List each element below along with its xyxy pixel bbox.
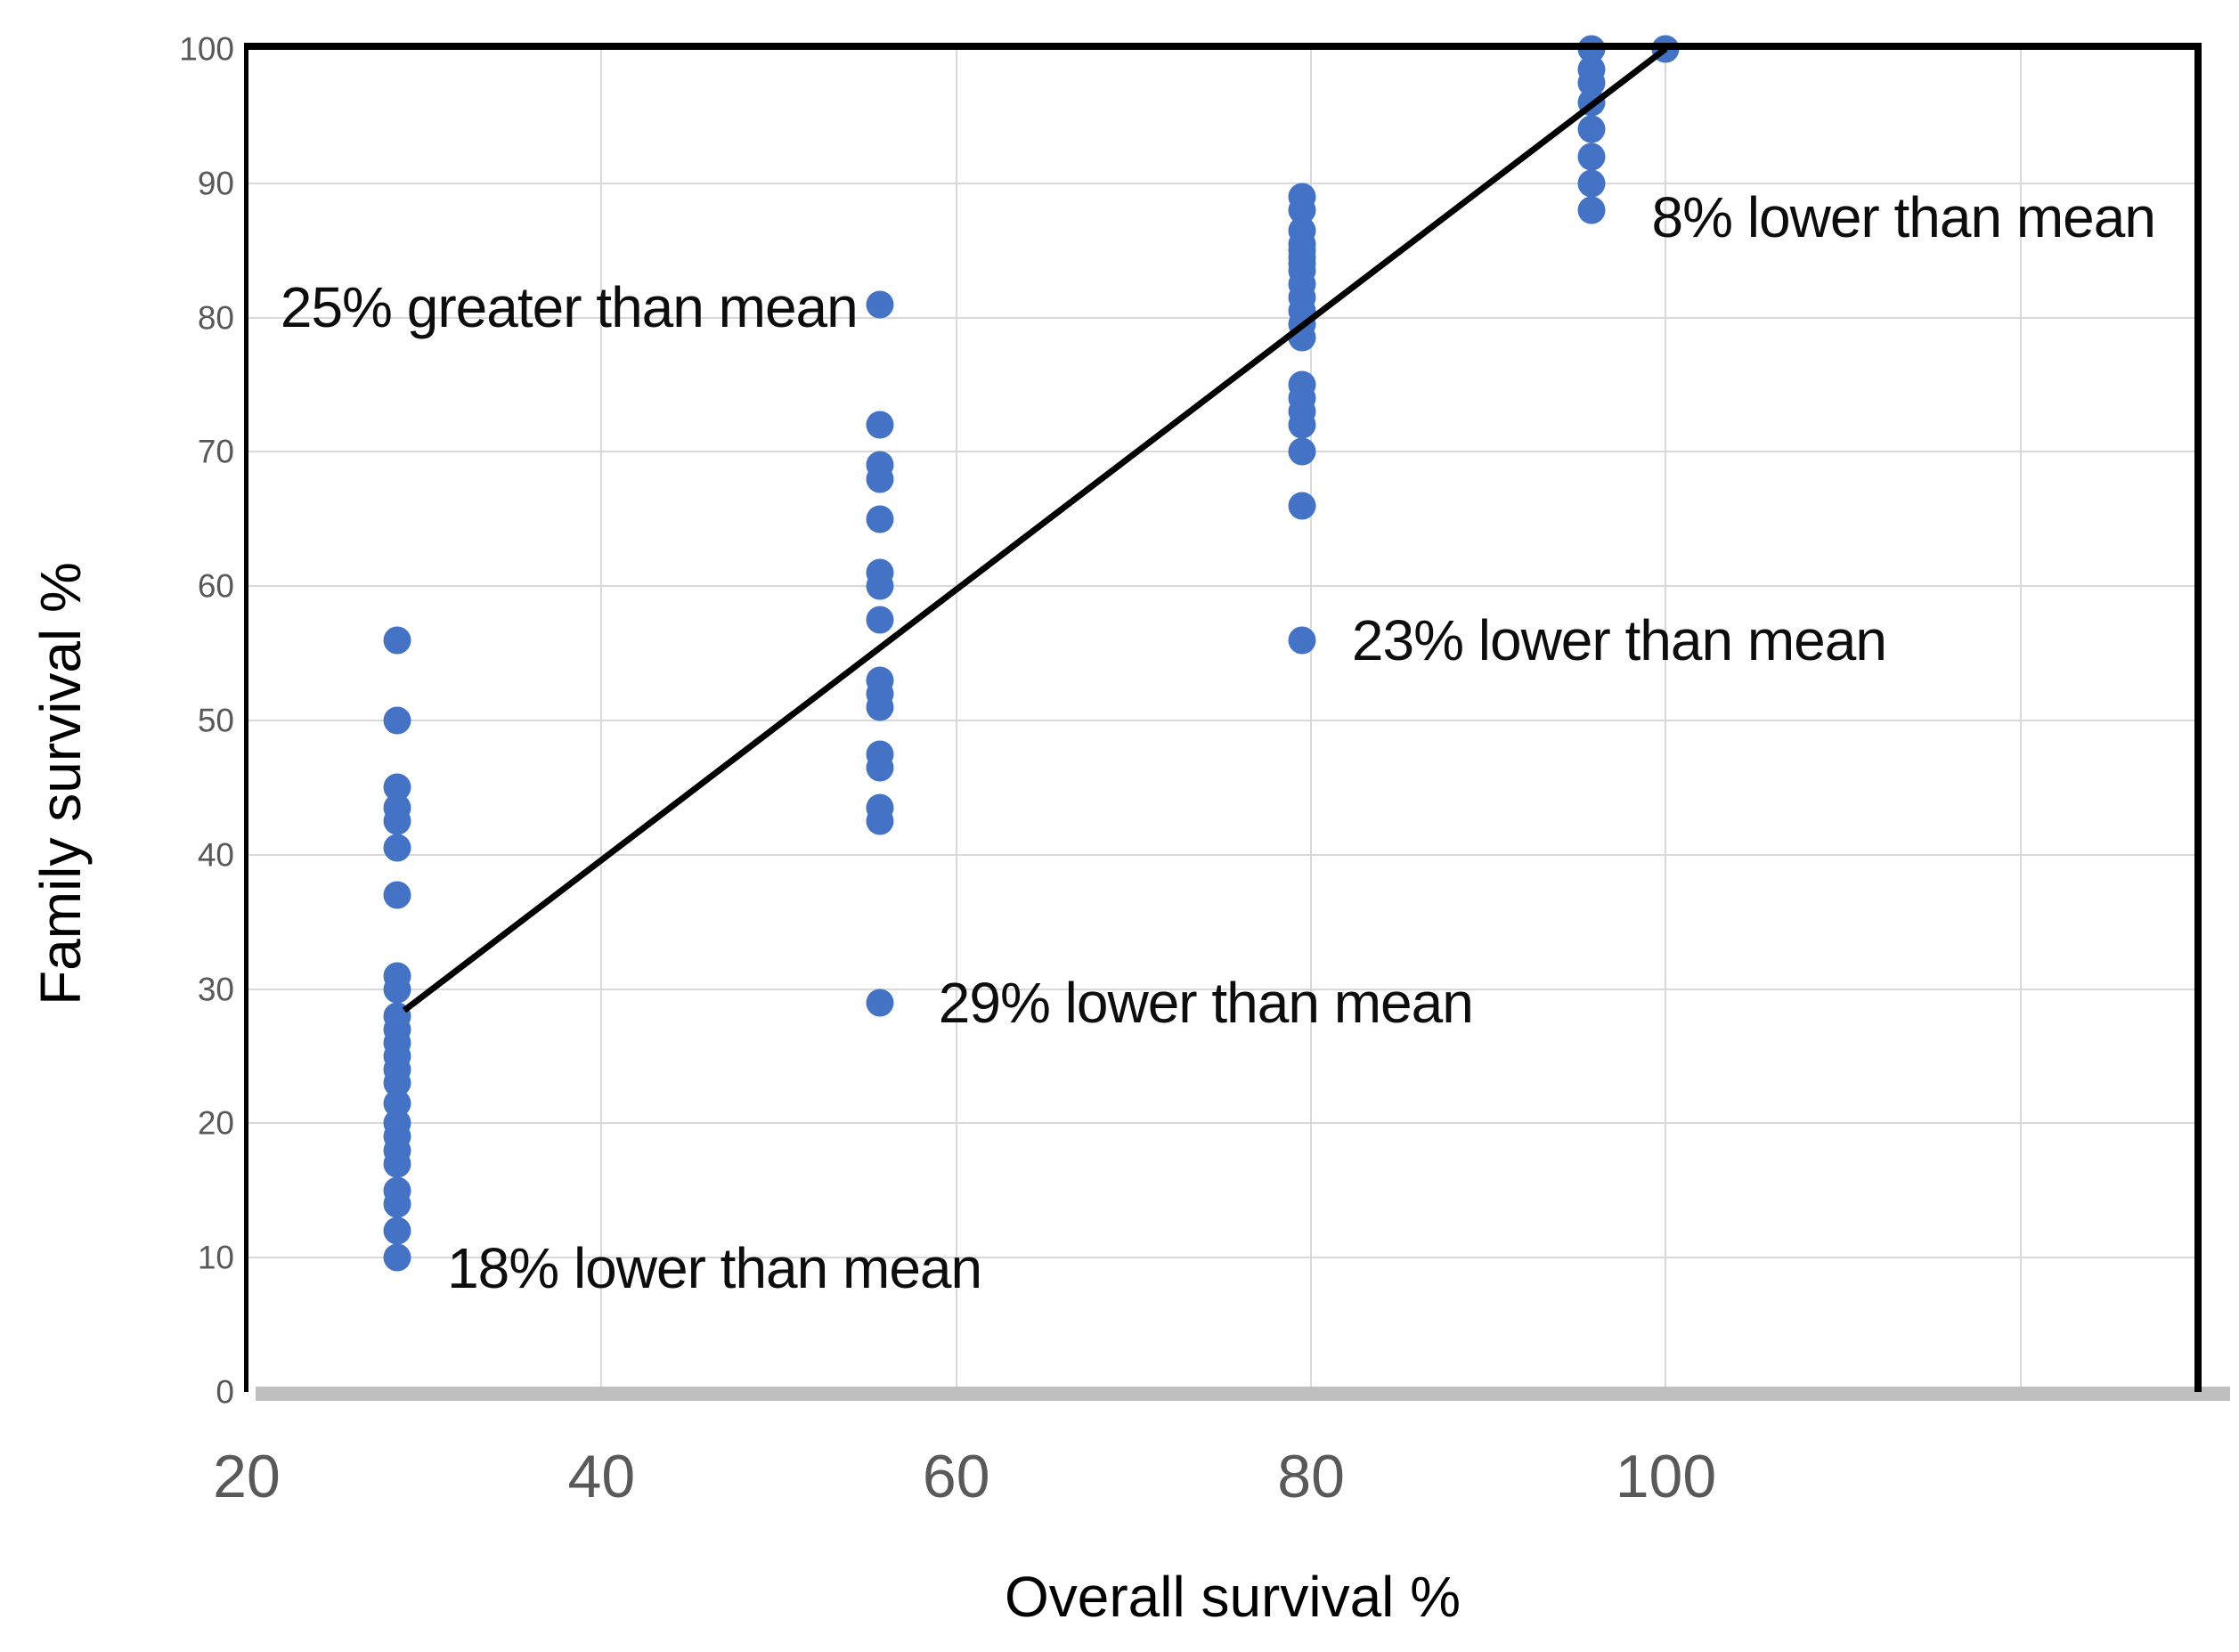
data-point <box>866 290 894 319</box>
annotation-text: 23% lower than mean <box>1351 607 1887 672</box>
axis-shadow <box>256 1387 2230 1401</box>
data-point <box>866 693 894 721</box>
data-point <box>1288 492 1316 520</box>
x-tick-label: 40 <box>567 1443 636 1510</box>
data-point <box>1577 169 1606 198</box>
data-point <box>383 1150 411 1178</box>
data-point <box>383 1217 411 1245</box>
data-point <box>383 975 411 1004</box>
gridline-y <box>247 316 2202 319</box>
gridline-x <box>1665 45 1667 1392</box>
gridline-x <box>600 45 603 1392</box>
y-tick-label: 100 <box>179 30 234 68</box>
data-point <box>383 1243 411 1272</box>
gridline-y <box>247 585 2202 588</box>
y-tick-label: 0 <box>216 1373 234 1411</box>
y-tick-label: 40 <box>197 836 234 874</box>
annotation-text: 29% lower than mean <box>938 970 1474 1035</box>
gridline-y <box>247 988 2202 990</box>
y-tick-label: 70 <box>197 433 234 470</box>
data-point <box>383 1190 411 1218</box>
plot-border <box>244 43 2202 1392</box>
data-point <box>1577 142 1606 171</box>
y-tick-label: 50 <box>197 702 234 739</box>
gridline-x <box>2019 45 2022 1392</box>
annotation-text: 8% lower than mean <box>1651 184 2156 249</box>
gridline-x <box>1310 45 1313 1392</box>
gridline-y <box>247 1257 2202 1259</box>
x-tick-label: 60 <box>922 1443 990 1510</box>
data-point <box>383 706 411 735</box>
gridline-y <box>247 720 2202 721</box>
gridline-y <box>247 853 2202 856</box>
data-point <box>866 505 894 533</box>
y-tick-label: 20 <box>197 1104 234 1142</box>
gridline-x <box>955 45 957 1392</box>
annotation-text: 25% greater than mean <box>280 274 859 339</box>
data-point <box>383 834 411 862</box>
data-point <box>866 807 894 835</box>
data-point <box>866 753 894 782</box>
y-tick-label: 60 <box>197 567 234 605</box>
x-axis-title: Overall survival % <box>1004 1565 1461 1629</box>
data-point <box>1288 626 1316 655</box>
gridline-y <box>247 1122 2202 1125</box>
data-point <box>866 465 894 493</box>
data-point <box>1288 437 1316 466</box>
y-tick-label: 80 <box>197 299 234 337</box>
data-point <box>383 807 411 835</box>
data-point <box>1577 196 1606 224</box>
y-tick-label: 90 <box>197 165 234 202</box>
gridline-y <box>247 451 2202 453</box>
x-tick-label: 20 <box>213 1443 281 1510</box>
data-point <box>383 626 411 655</box>
data-point <box>383 881 411 909</box>
gridline-y <box>247 182 2202 184</box>
data-point <box>1288 411 1316 439</box>
data-point <box>866 989 894 1017</box>
x-tick-label: 80 <box>1277 1443 1345 1510</box>
data-point <box>866 572 894 600</box>
x-tick-label: 100 <box>1615 1443 1717 1510</box>
y-axis-title: Family survival % <box>28 562 93 1005</box>
y-tick-label: 10 <box>197 1239 234 1276</box>
data-point <box>1577 115 1606 143</box>
data-point <box>866 411 894 439</box>
y-tick-label: 30 <box>197 971 234 1008</box>
data-point <box>866 606 894 634</box>
annotation-text: 18% lower than mean <box>447 1236 982 1301</box>
